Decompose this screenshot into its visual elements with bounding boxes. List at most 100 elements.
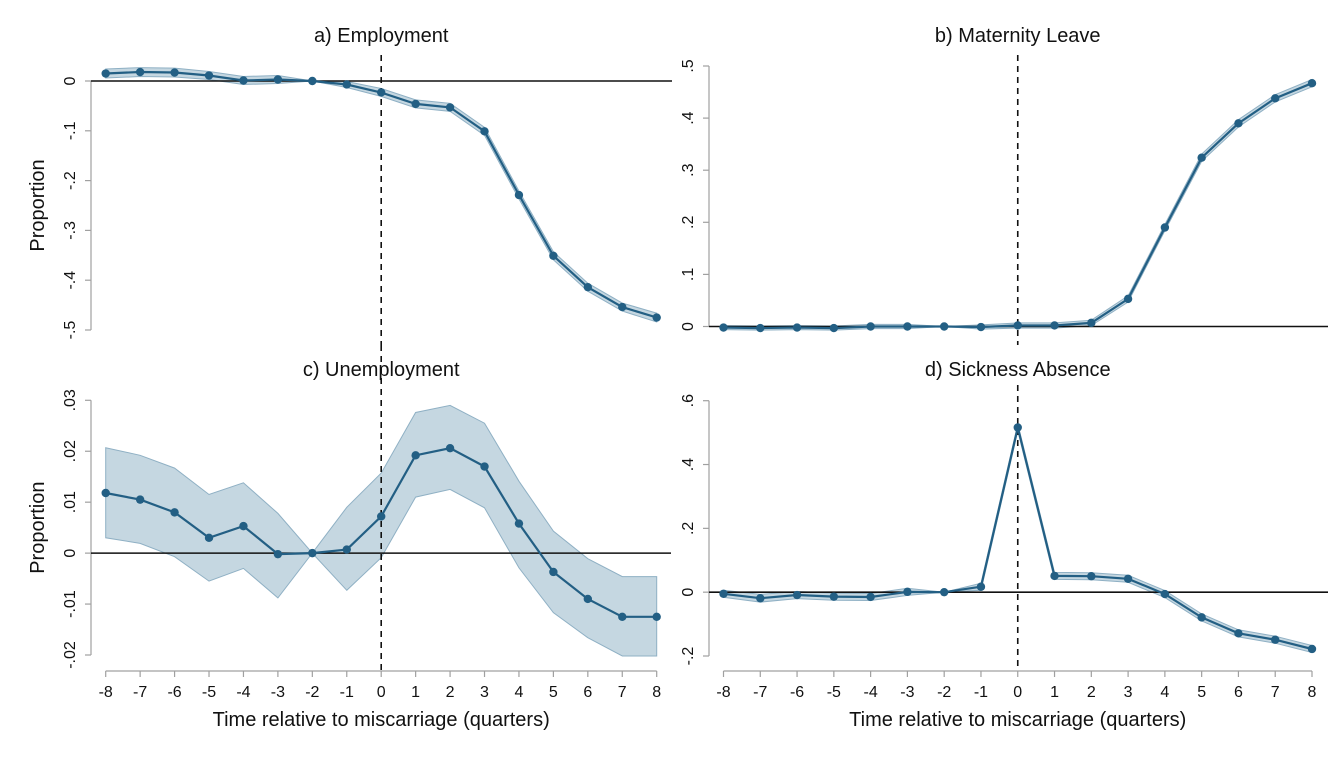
panel-title: d) Sickness Absence	[925, 359, 1111, 381]
data-point	[652, 313, 661, 322]
x-tick-label: 0	[1013, 684, 1022, 701]
data-point	[411, 99, 420, 109]
data-point	[480, 127, 489, 136]
x-tick-label: 6	[1234, 684, 1243, 701]
panel-maternity-leave: b) Maternity Leave 0 .1 .2 .3 .4 .5	[680, 25, 1328, 345]
x-tick-label: 8	[1308, 684, 1317, 701]
confidence-band	[723, 78, 1313, 331]
data-point	[1271, 94, 1280, 103]
data-point	[445, 443, 455, 453]
x-tick-label: -1	[340, 684, 354, 701]
x-tick-label: -6	[167, 684, 181, 701]
x-tick-label: -4	[864, 684, 878, 701]
data-point	[377, 512, 386, 521]
data-point	[135, 67, 145, 77]
x-tick-label: 8	[652, 684, 661, 701]
panel-title: b) Maternity Leave	[935, 25, 1101, 47]
x-tick-label: -2	[305, 684, 319, 701]
x-tick-label: 2	[446, 684, 455, 701]
y-tick-label: .2	[680, 216, 697, 229]
data-point	[1234, 119, 1243, 128]
data-point	[1160, 589, 1170, 599]
y-tick-label: -.3	[62, 221, 79, 240]
x-tick-label: 3	[1124, 684, 1133, 701]
data-point	[939, 322, 949, 331]
data-point	[1123, 294, 1133, 304]
data-point	[756, 594, 765, 603]
y-axis-title: Proportion	[27, 482, 49, 574]
panel-unemployment: c) Unemployment.03.02.010-.01-.02Proport…	[27, 345, 671, 731]
data-point	[377, 88, 386, 97]
y-tick-label: .1	[680, 268, 697, 281]
y-tick-label: .2	[680, 522, 697, 535]
y-tick-label: -.5	[62, 321, 79, 340]
x-tick-label: 6	[583, 684, 592, 701]
x-tick-label: -7	[753, 684, 767, 701]
data-point	[976, 322, 986, 332]
panel-employment: a) Employment 0 -.1 -.2 -.3 -.4 -.5 Proportion	[27, 25, 672, 345]
panel-title: a) Employment	[314, 25, 449, 47]
data-point	[1307, 644, 1317, 654]
data-point	[514, 519, 524, 528]
x-tick-label: 5	[1197, 684, 1206, 701]
data-point	[273, 549, 283, 559]
data-point	[618, 612, 627, 621]
confidence-band	[105, 67, 658, 323]
y-tick-label: -.1	[62, 121, 79, 140]
y-tick-label: 0	[62, 76, 79, 85]
y-tick-label: 0	[680, 322, 697, 331]
data-point	[719, 323, 728, 332]
data-point	[342, 545, 351, 554]
panel-sickness-absence: d) Sickness Absence .6 .4 .2 0 -.2 -8 -7 -6 -5 -4 -…	[680, 359, 1328, 731]
data-point	[273, 75, 283, 84]
x-tick-label: 4	[1160, 684, 1169, 701]
x-tick-label: 5	[549, 684, 558, 701]
data-point	[239, 76, 248, 85]
y-tick-label: -.2	[62, 171, 79, 190]
x-tick-label: -8	[716, 684, 730, 701]
y-tick-label: -.02	[62, 641, 79, 669]
data-point	[411, 451, 420, 460]
x-axis-title: Time relative to miscarriage (quarters)	[849, 709, 1186, 731]
data-point	[903, 587, 912, 597]
x-tick-label: 3	[480, 684, 489, 701]
data-point	[866, 322, 875, 331]
data-point	[445, 103, 455, 112]
data-point	[829, 323, 839, 333]
x-tick-label: -1	[974, 684, 988, 701]
x-tick-label: 7	[1271, 684, 1280, 701]
x-axis-title: Time relative to miscarriage (quarters)	[213, 709, 550, 731]
x-tick-label: -5	[202, 684, 216, 701]
estimate-line	[723, 427, 1313, 651]
data-point	[1050, 321, 1059, 330]
data-point	[549, 251, 558, 260]
data-point	[1197, 153, 1206, 162]
data-point	[1087, 318, 1096, 328]
x-tick-label: -5	[827, 684, 841, 701]
data-point	[792, 590, 802, 600]
x-tick-label: 1	[411, 684, 420, 701]
confidence-band	[105, 404, 658, 657]
x-tick-label: -3	[271, 684, 285, 701]
y-tick-label: .01	[62, 491, 79, 513]
data-point	[204, 71, 214, 80]
x-tick-label: 2	[1087, 684, 1096, 701]
x-tick-label: 4	[514, 684, 523, 701]
y-axis-title: Proportion	[27, 159, 49, 251]
data-point	[1087, 572, 1096, 581]
data-point	[792, 323, 802, 332]
x-tick-label: -2	[937, 684, 951, 701]
y-tick-label: 0	[680, 588, 697, 597]
data-point	[903, 322, 912, 331]
data-point	[101, 488, 110, 498]
y-tick-label: .5	[680, 59, 697, 72]
data-point	[1123, 574, 1133, 583]
data-point	[756, 323, 765, 333]
data-point	[101, 69, 110, 78]
x-tick-label: -4	[236, 684, 250, 701]
y-tick-label: .3	[680, 163, 697, 176]
data-point	[618, 302, 627, 312]
data-point	[308, 76, 317, 86]
data-point	[170, 508, 179, 517]
data-point	[514, 190, 524, 200]
